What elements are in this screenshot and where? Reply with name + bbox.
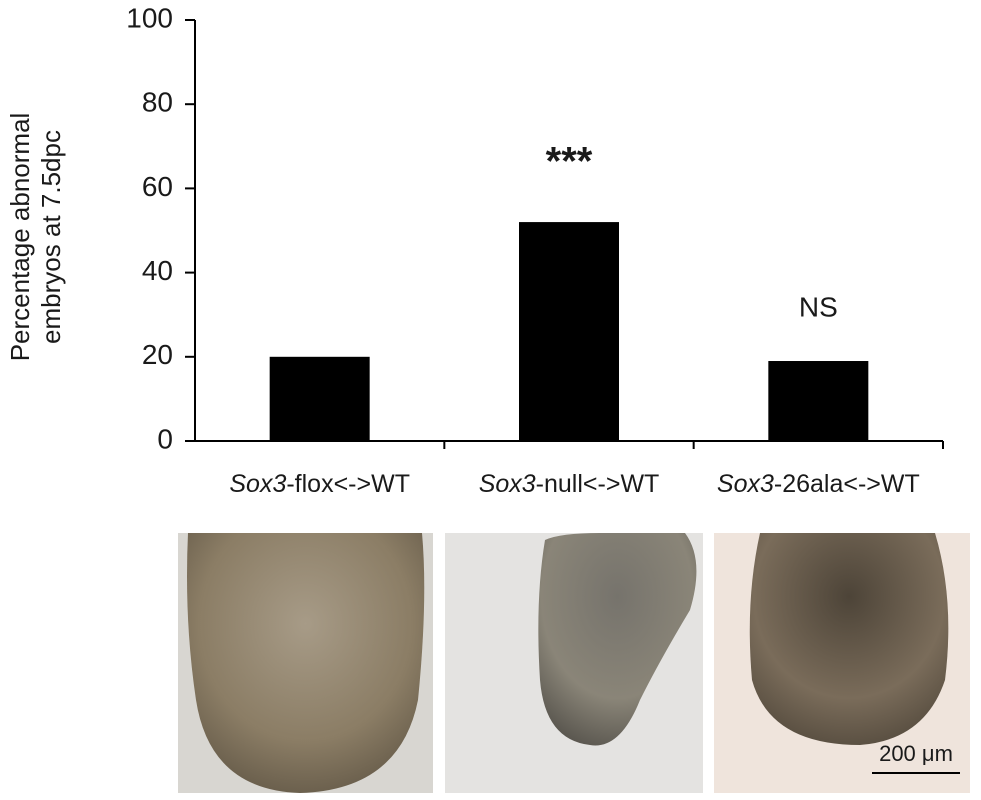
annotation: NS xyxy=(799,291,838,322)
photos: 200 μm xyxy=(178,533,970,793)
embryo xyxy=(749,533,949,745)
bar xyxy=(269,356,370,441)
embryo xyxy=(538,533,697,746)
scale-bar-label: 200 μm xyxy=(879,741,953,766)
y-axis-label: embryos at 7.5dpc xyxy=(36,130,66,344)
bar xyxy=(768,361,869,441)
annotation: *** xyxy=(546,140,593,184)
y-tick-label: 20 xyxy=(142,339,173,370)
y-tick-label: 60 xyxy=(142,171,173,202)
x-tick-label: Sox3-26ala<->WT xyxy=(717,470,920,498)
y-axis-label: Percentage abnormal xyxy=(5,113,35,362)
x-tick-label: Sox3-null<->WT xyxy=(479,470,660,498)
x-tick-label: Sox3-flox<->WT xyxy=(229,470,410,498)
y-tick-label: 0 xyxy=(157,423,173,454)
y-tick-label: 40 xyxy=(142,255,173,286)
y-tick-label: 80 xyxy=(142,87,173,118)
y-tick-label: 100 xyxy=(126,2,173,33)
bar xyxy=(519,222,619,441)
embryo xyxy=(187,533,425,793)
